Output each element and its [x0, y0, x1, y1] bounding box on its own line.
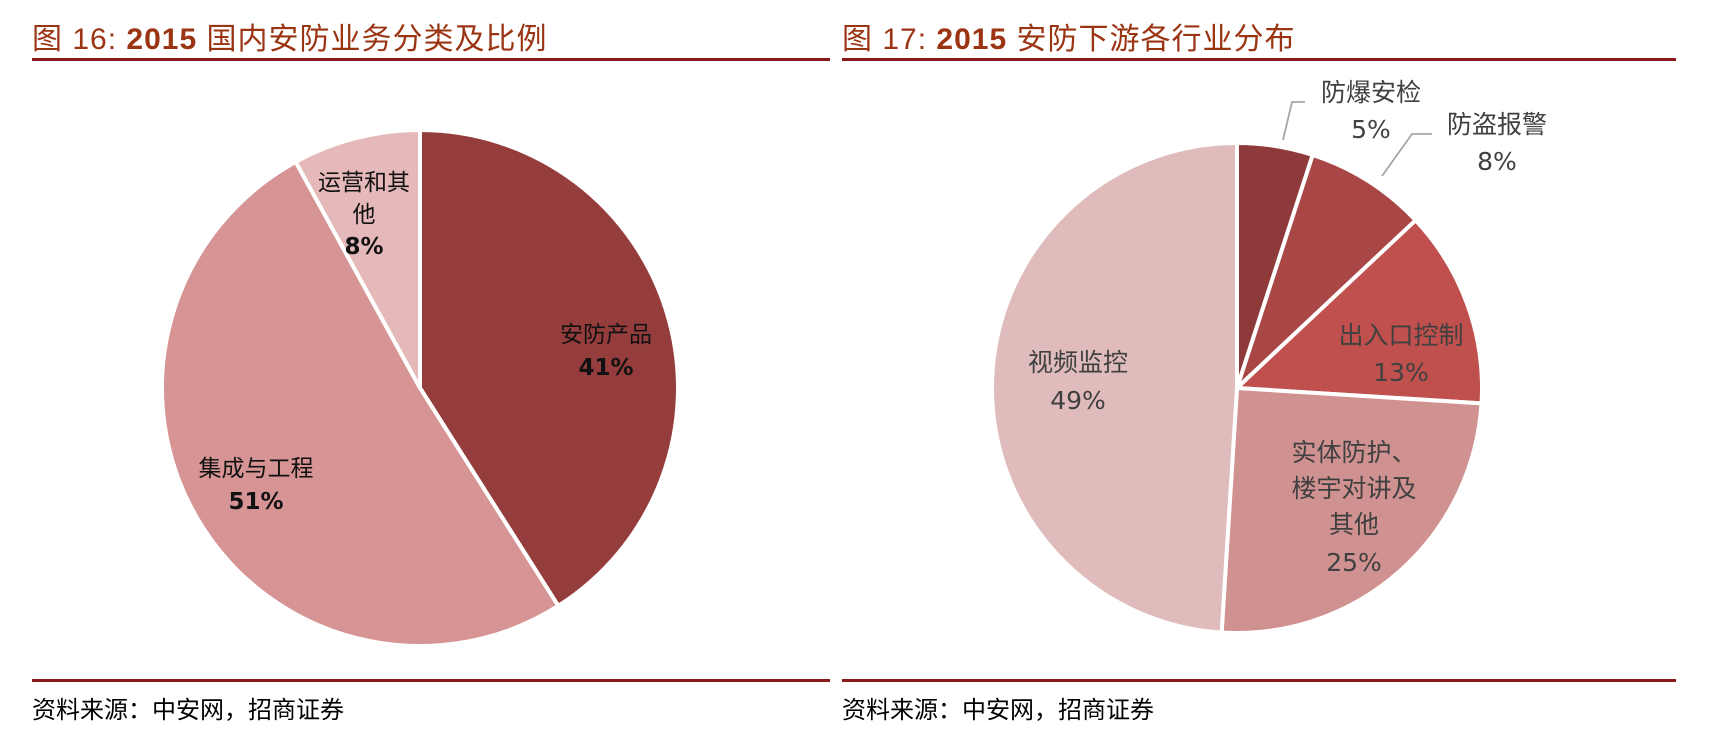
figure-17-number: 图 17:: [842, 23, 928, 56]
industry-slice-4: [990, 141, 1239, 635]
label-physical-protection-line1: 实体防护、: [1291, 438, 1416, 467]
figure-16-number: 图 16:: [32, 23, 118, 56]
pie-chart-downstream-industries: [990, 141, 1484, 635]
pie-chart-business-categories: [160, 128, 680, 648]
business-slice-1: [160, 159, 561, 648]
figure-16-title: 图 16: 2015 国内安防业务分类及比例: [32, 14, 547, 58]
pct-operations-other: 8%: [344, 234, 383, 260]
industry-slice-1: [1235, 152, 1418, 390]
pct-access-control: 13%: [1373, 358, 1429, 387]
pct-security-products: 41%: [578, 355, 633, 381]
figure-17-bottom-rule: [842, 679, 1676, 682]
business-slice-2: [293, 128, 422, 390]
figure-17-source: 资料来源：中安网，招商证券: [842, 696, 1154, 724]
industry-slice-3: [1219, 386, 1484, 635]
pct-burglar-alarm: 8%: [1477, 147, 1517, 176]
pct-physical-protection: 25%: [1326, 548, 1382, 577]
figure-17-top-rule: [842, 58, 1676, 61]
figure-17-year: 2015: [936, 23, 1008, 56]
figure-16-title-text: 国内安防业务分类及比例: [206, 23, 548, 56]
label-explosion-check: 防爆安检: [1321, 78, 1421, 107]
figure-16-top-rule: [32, 58, 830, 61]
label-burglar-alarm: 防盗报警: [1447, 110, 1547, 139]
label-integration-engineering: 集成与工程: [199, 456, 314, 482]
figure-16-source: 资料来源：中安网，招商证券: [32, 696, 344, 724]
industry-slice-2: [1235, 218, 1484, 406]
label-video-surveillance: 视频监控: [1028, 348, 1128, 377]
figure-16-bottom-rule: [32, 679, 830, 682]
label-operations-other-line1: 运营和其: [318, 170, 410, 196]
figure-17-title-text: 安防下游各行业分布: [1016, 23, 1296, 56]
pct-video-surveillance: 49%: [1050, 386, 1106, 415]
figure-17-title: 图 17: 2015 安防下游各行业分布: [842, 14, 1295, 58]
leader-line-burglar-alarm: [1381, 133, 1432, 177]
leader-line-explosion-check: [1282, 101, 1305, 141]
pct-explosion-check: 5%: [1351, 115, 1391, 144]
label-physical-protection-line3: 其他: [1329, 510, 1379, 539]
figure-16-year: 2015: [126, 23, 198, 56]
label-security-products: 安防产品: [560, 322, 652, 348]
pct-integration-engineering: 51%: [228, 489, 283, 515]
label-access-control: 出入口控制: [1338, 321, 1463, 350]
label-physical-protection-line2: 楼宇对讲及: [1291, 474, 1416, 503]
label-operations-other-line2: 他: [353, 202, 376, 228]
